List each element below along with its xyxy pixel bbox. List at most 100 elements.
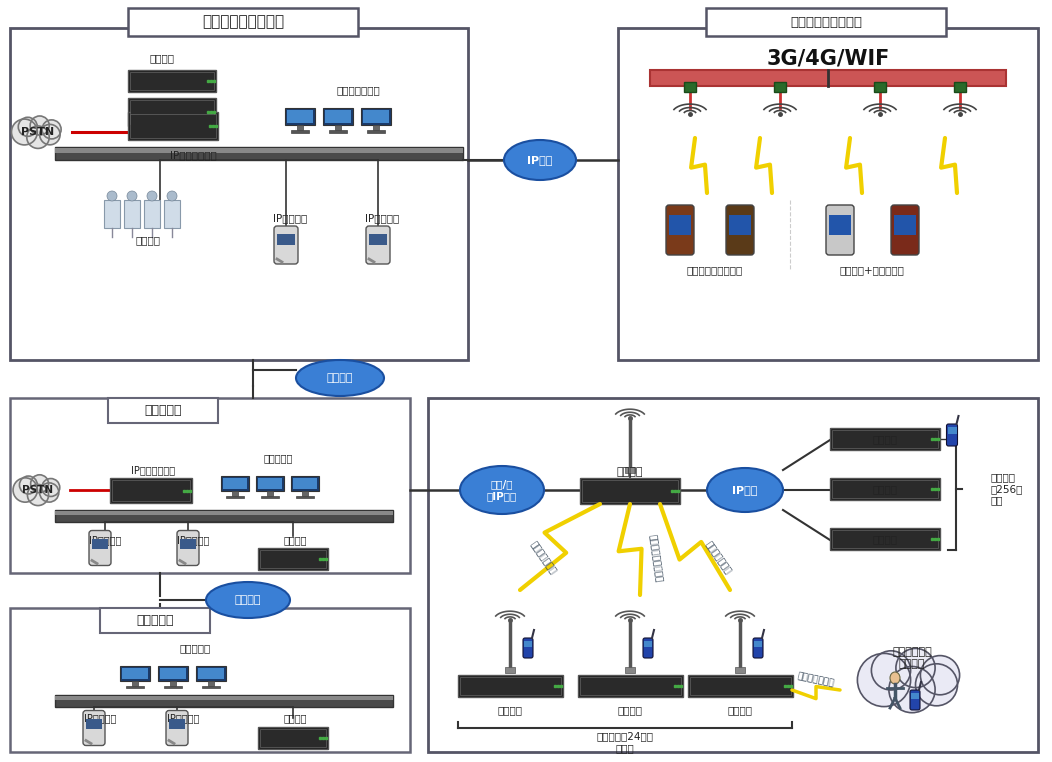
FancyBboxPatch shape [367,130,385,133]
Circle shape [40,483,59,502]
FancyBboxPatch shape [684,82,696,92]
Circle shape [31,475,48,493]
Ellipse shape [890,672,901,684]
FancyBboxPatch shape [830,528,940,550]
FancyBboxPatch shape [335,125,341,130]
FancyBboxPatch shape [910,690,920,710]
Circle shape [915,664,957,706]
FancyBboxPatch shape [832,480,938,498]
FancyBboxPatch shape [261,496,279,498]
FancyBboxPatch shape [130,114,216,138]
FancyBboxPatch shape [202,686,220,688]
FancyBboxPatch shape [260,729,326,747]
FancyBboxPatch shape [128,98,216,126]
Circle shape [42,479,60,497]
Text: 三级调度台: 三级调度台 [180,643,210,653]
Circle shape [42,120,61,139]
FancyBboxPatch shape [166,710,188,745]
Text: PSTN: PSTN [21,127,55,137]
Text: 有线/无
线IP网络: 有线/无 线IP网络 [487,479,518,501]
FancyBboxPatch shape [294,478,317,489]
FancyBboxPatch shape [297,125,303,130]
FancyBboxPatch shape [180,539,196,549]
FancyBboxPatch shape [164,200,180,228]
FancyBboxPatch shape [92,539,108,549]
Text: 专用多媒体视频手机: 专用多媒体视频手机 [687,265,743,275]
FancyBboxPatch shape [258,727,328,749]
FancyBboxPatch shape [690,677,791,695]
FancyBboxPatch shape [363,110,389,123]
FancyBboxPatch shape [86,719,102,729]
Text: 有线基站: 有线基站 [872,534,897,544]
Ellipse shape [707,468,783,512]
FancyBboxPatch shape [55,695,393,707]
FancyBboxPatch shape [948,427,956,434]
FancyBboxPatch shape [104,200,120,228]
FancyBboxPatch shape [830,478,940,500]
FancyBboxPatch shape [128,112,218,140]
FancyBboxPatch shape [55,510,393,522]
FancyBboxPatch shape [144,200,160,228]
FancyBboxPatch shape [524,641,532,647]
FancyBboxPatch shape [460,677,561,695]
FancyBboxPatch shape [177,530,199,565]
Text: 3G/4G/WIF: 3G/4G/WIF [766,48,890,68]
FancyBboxPatch shape [911,693,919,699]
Circle shape [27,485,48,505]
FancyBboxPatch shape [582,480,677,502]
Circle shape [857,653,911,706]
FancyBboxPatch shape [120,666,150,681]
FancyBboxPatch shape [132,681,138,686]
Circle shape [18,117,37,136]
Ellipse shape [167,191,177,201]
FancyBboxPatch shape [291,476,319,491]
Text: 中心主站: 中心主站 [616,467,643,477]
FancyBboxPatch shape [361,108,391,125]
FancyBboxPatch shape [644,641,652,647]
FancyBboxPatch shape [891,205,919,255]
Text: 有线基站: 有线基站 [872,484,897,494]
FancyBboxPatch shape [329,130,347,133]
Text: 多媒体视频终端接入: 多媒体视频终端接入 [790,15,862,28]
FancyBboxPatch shape [55,147,463,160]
FancyBboxPatch shape [874,82,886,92]
Circle shape [19,476,38,494]
Text: IP调度话机: IP调度话机 [88,535,121,545]
Text: 二级调度台: 二级调度台 [263,453,292,463]
FancyBboxPatch shape [706,8,946,36]
FancyBboxPatch shape [366,226,390,264]
Text: 县指挥中心: 县指挥中心 [137,613,174,626]
FancyBboxPatch shape [296,496,313,498]
FancyBboxPatch shape [753,638,763,658]
FancyBboxPatch shape [774,82,786,92]
FancyBboxPatch shape [625,667,635,673]
FancyBboxPatch shape [124,200,140,228]
Circle shape [871,651,911,690]
FancyBboxPatch shape [55,148,463,153]
Ellipse shape [460,466,544,514]
FancyBboxPatch shape [325,110,351,123]
Text: 录音系统: 录音系统 [283,535,307,545]
FancyBboxPatch shape [523,638,533,658]
Text: IP调度话机: IP调度话机 [177,535,209,545]
Text: 录音系统: 录音系统 [283,713,307,723]
Text: 单中心支
持256个
基站: 单中心支 持256个 基站 [990,472,1023,506]
FancyBboxPatch shape [625,467,635,473]
FancyBboxPatch shape [11,608,410,752]
Text: 超宽频超级中继天线: 超宽频超级中继天线 [647,533,663,583]
Text: 录音系统: 录音系统 [149,53,175,63]
FancyBboxPatch shape [126,686,144,688]
FancyBboxPatch shape [650,70,1006,86]
Text: 有线基站: 有线基站 [872,434,897,444]
FancyBboxPatch shape [458,675,563,697]
Text: IP网络: IP网络 [732,485,757,495]
FancyBboxPatch shape [729,215,751,235]
Text: 无线基站: 无线基站 [728,705,752,715]
FancyBboxPatch shape [832,530,938,548]
FancyBboxPatch shape [11,398,410,573]
FancyBboxPatch shape [89,530,112,565]
Circle shape [920,655,959,695]
FancyBboxPatch shape [55,511,393,515]
FancyBboxPatch shape [669,215,691,235]
Text: IP多媒体调度机: IP多媒体调度机 [130,465,175,475]
